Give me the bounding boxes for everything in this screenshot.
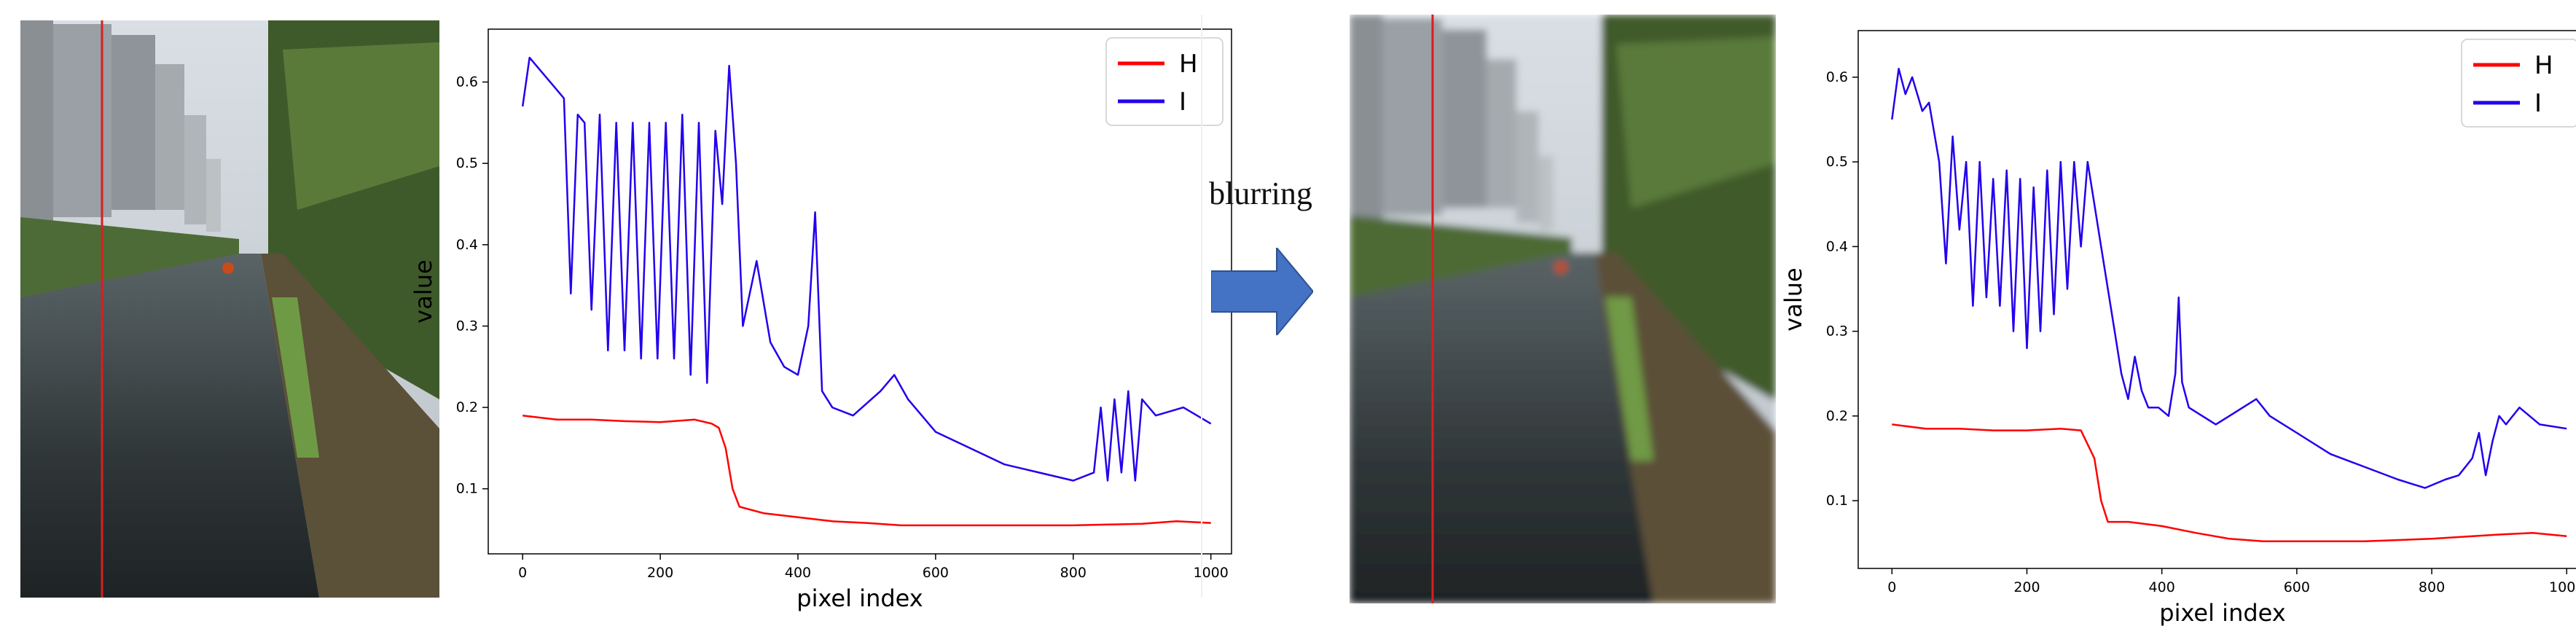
right-arrow-icon — [1211, 248, 1313, 335]
y-tick-label: 0.2 — [456, 399, 478, 415]
x-axis-label: pixel index — [2159, 599, 2285, 626]
x-tick-label: 800 — [2419, 579, 2445, 595]
chart-original-svg: 0 200 400 600 800 1000 0.1 0.2 0.3 0.4 0.5 0.6 pixel… — [410, 28, 1232, 612]
y-tick-label: 0.1 — [456, 481, 478, 497]
series-line-H — [1892, 423, 2567, 543]
river-scene-original — [20, 20, 439, 598]
y-tick-label: 0.6 — [456, 74, 478, 90]
chart-blurred: 0 200 400 600 800 1000 0.1 0.2 0.3 0.4 0.5 0.6 pixel… — [1778, 0, 2576, 626]
y-axis-label: value — [410, 259, 437, 323]
y-tick-label: 0.3 — [1826, 324, 1848, 340]
series-line-H — [522, 414, 1211, 527]
river-scene-blurred — [1350, 15, 1776, 603]
arrow-label: blurring — [1209, 176, 1312, 211]
x-tick-label: 400 — [785, 565, 811, 581]
blurring-arrow-group: blurring — [1195, 175, 1326, 350]
x-tick-label: 0 — [518, 565, 527, 581]
y-tick-label: 0.2 — [1826, 408, 1848, 424]
chart-original: 0 200 400 600 800 1000 0.1 0.2 0.3 0.4 0.5 0.6 pixel… — [410, 0, 1232, 626]
y-tick-label: 0.6 — [1826, 69, 1848, 85]
x-tick-label: 200 — [2013, 579, 2040, 595]
x-tick-label: 1000 — [2549, 579, 2576, 595]
legend-label-H: H — [2534, 51, 2553, 80]
x-tick-label: 400 — [2149, 579, 2175, 595]
panel-divider — [1201, 15, 1202, 598]
y-tick-label: 0.4 — [456, 237, 478, 253]
y-tick-label: 0.4 — [1826, 238, 1848, 254]
y-axis-label: value — [1780, 267, 1807, 331]
x-tick-label: 1000 — [1193, 565, 1228, 581]
legend-label-I: I — [1179, 87, 1186, 117]
series-line-I — [1891, 68, 2567, 489]
chart-blurred-svg: 0 200 400 600 800 1000 0.1 0.2 0.3 0.4 0.5 0.6 pixel… — [1780, 30, 2576, 626]
legend-label-H: H — [1179, 50, 1198, 79]
y-tick-label: 0.5 — [1826, 154, 1848, 170]
photo-original — [20, 20, 439, 598]
legend-label-I: I — [2534, 89, 2542, 118]
y-tick-label: 0.5 — [456, 155, 478, 171]
photo-blurred — [1350, 15, 1776, 603]
x-tick-label: 600 — [923, 565, 949, 581]
y-tick-label: 0.1 — [1826, 493, 1848, 509]
x-tick-label: 600 — [2284, 579, 2310, 595]
legend-box — [1105, 37, 1224, 126]
plot-frame — [1857, 30, 2576, 569]
series-line-I — [521, 56, 1212, 482]
x-tick-label: 200 — [647, 565, 673, 581]
x-tick-label: 800 — [1060, 565, 1087, 581]
legend-box — [2461, 39, 2576, 128]
y-tick-label: 0.3 — [456, 318, 478, 334]
x-axis-label: pixel index — [796, 584, 923, 612]
x-tick-label: 0 — [1887, 579, 1896, 595]
